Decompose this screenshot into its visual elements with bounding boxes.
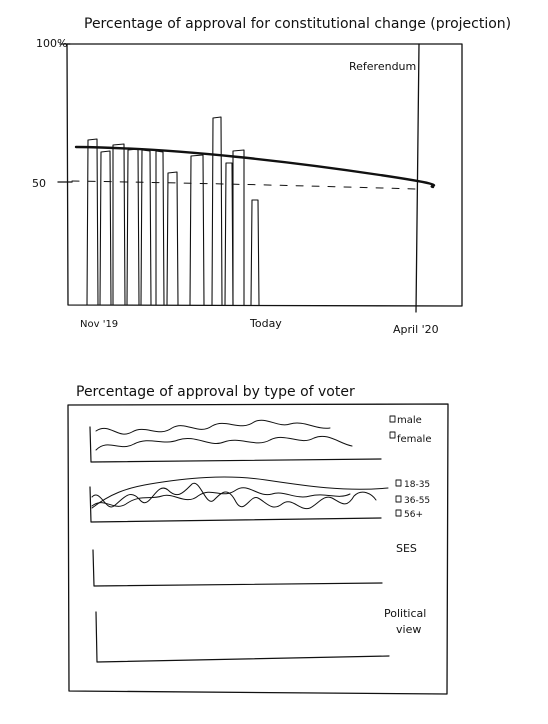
panel-axes	[92, 549, 383, 587]
series-line-18-35	[91, 482, 377, 510]
panel-label-political: Political	[384, 607, 426, 620]
x-label-april-20: April '20	[393, 323, 439, 336]
legend-box-36-55	[395, 495, 402, 503]
bar	[250, 199, 260, 306]
bottom-chart-title: Percentage of approval by type of voter	[76, 384, 355, 400]
bar	[155, 150, 165, 306]
legend-label-male: male	[397, 415, 422, 426]
bar	[232, 149, 245, 306]
x-label-today: Today	[249, 317, 282, 330]
series-line-56-plus	[91, 476, 389, 509]
panel-label-ses: SES	[396, 542, 417, 555]
approval-bars	[86, 116, 260, 306]
top-chart-title: Percentage of approval for constitutiona…	[84, 16, 511, 32]
projection-line	[74, 145, 436, 189]
y-axis-top-label: 100%	[36, 37, 67, 50]
series-line-female	[95, 435, 353, 451]
bar	[99, 150, 112, 306]
y-axis-mid-label: 50	[32, 177, 46, 190]
legend-label-18-35: 18-35	[404, 480, 430, 490]
panel-ses: SES	[92, 542, 417, 587]
series-line-36-55	[91, 487, 351, 507]
x-label-nov-19: Nov '19	[80, 319, 118, 330]
legend-label-female: female	[397, 434, 431, 445]
legend-box-18-35	[395, 479, 402, 487]
series-line-male	[95, 419, 331, 435]
legend-label-36-55: 36-55	[404, 496, 430, 506]
referendum-line	[415, 43, 420, 313]
bar	[126, 148, 140, 306]
bar	[166, 171, 179, 306]
panel-political-view: Political view	[95, 607, 426, 663]
bar	[86, 138, 99, 306]
panel-axes	[89, 426, 382, 463]
bar	[211, 116, 223, 306]
bar	[140, 149, 152, 306]
legend-box-56-plus	[395, 509, 402, 517]
panel-age: 18-35 36-55 56+	[89, 476, 430, 523]
panel-axes	[95, 611, 390, 663]
legend-box-female	[389, 431, 396, 439]
panel-axes	[89, 486, 382, 523]
top-chart-frame	[66, 43, 463, 307]
bar	[189, 154, 205, 306]
bar	[112, 143, 126, 306]
bottom-chart-frame	[67, 403, 449, 695]
referendum-annotation: Referendum	[349, 60, 416, 73]
panel-label-view: view	[396, 623, 421, 636]
legend-label-56-plus: 56+	[404, 510, 423, 520]
panel-gender: male female	[89, 415, 431, 463]
legend-box-male	[389, 415, 396, 423]
